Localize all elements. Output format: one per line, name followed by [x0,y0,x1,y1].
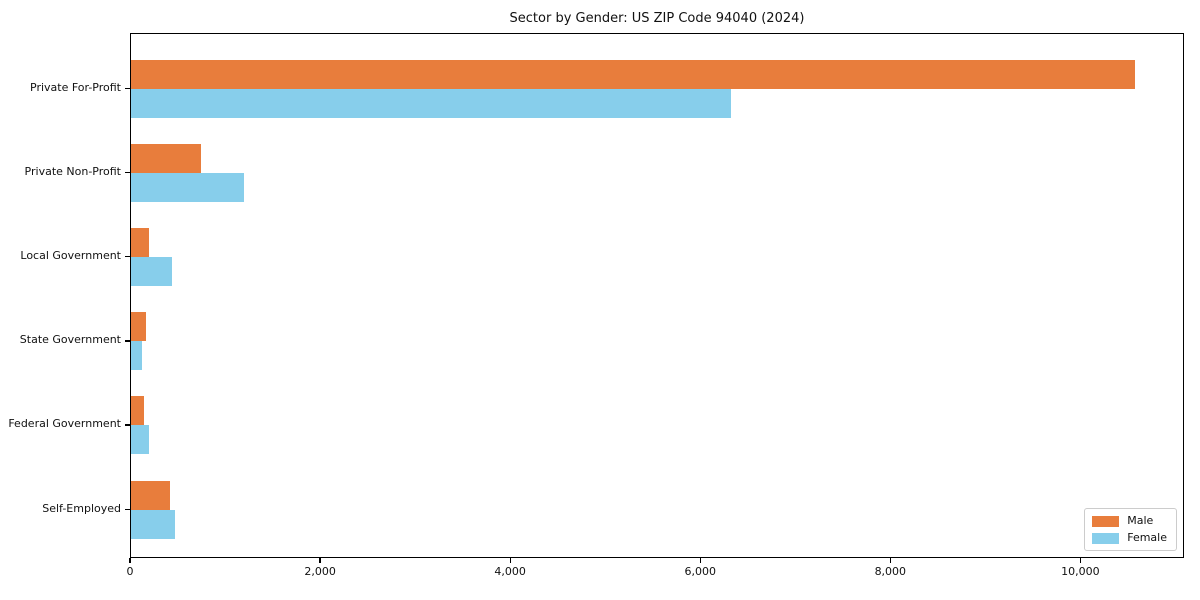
bar-female-state-government [131,341,142,371]
legend-label-male: Male [1127,514,1154,527]
bar-male-private-non-profit [131,144,202,174]
x-tick-4000 [509,558,511,563]
legend-item-male: Male [1092,515,1167,527]
bar-female-local-government [131,257,172,287]
y-tick-local-government [125,256,130,258]
x-label-0: 0 [126,565,134,578]
y-tick-self-employed [125,508,130,510]
y-label-private-non-profit: Private Non-Profit [24,165,121,179]
x-label-8000: 8,000 [874,565,907,578]
x-tick-10000 [1079,558,1082,563]
x-tick-2000 [319,558,321,563]
x-tick-0 [129,558,131,563]
plot-area: Male Female [130,33,1184,558]
y-tick-private-non-profit [125,172,130,174]
y-tick-private-for-profit [125,88,130,90]
bar-male-private-for-profit [131,60,1135,89]
x-label-6000: 6,000 [684,565,716,578]
bar-male-local-government [131,228,150,258]
bar-male-self-employed [131,480,171,510]
x-tick-6000 [699,558,701,563]
y-label-federal-government: Federal Government [8,417,121,431]
legend-swatch-male [1092,515,1120,527]
bar-female-self-employed [131,509,176,539]
legend: Male Female [1084,508,1177,551]
x-label-10000: 10,000 [1061,565,1100,578]
bar-male-federal-government [131,396,144,426]
y-label-state-government: State Government [19,333,121,347]
y-label-private-for-profit: Private For-Profit [30,81,121,94]
bar-male-state-government [131,312,147,342]
bar-female-private-for-profit [131,89,732,118]
x-label-2000: 2,000 [304,565,336,578]
y-label-local-government: Local Government [20,249,121,263]
legend-swatch-female [1092,532,1120,544]
y-tick-federal-government [125,424,130,426]
x-tick-8000 [889,558,891,563]
legend-item-female: Female [1092,532,1167,544]
legend-label-female: Female [1127,531,1167,544]
bar-female-federal-government [131,425,150,455]
chart-title: Sector by Gender: US ZIP Code 94040 (202… [509,11,805,26]
bar-female-private-non-profit [131,173,244,203]
x-label-4000: 4,000 [494,565,526,578]
y-tick-state-government [125,340,130,342]
y-label-self-employed: Self-Employed [42,501,121,515]
